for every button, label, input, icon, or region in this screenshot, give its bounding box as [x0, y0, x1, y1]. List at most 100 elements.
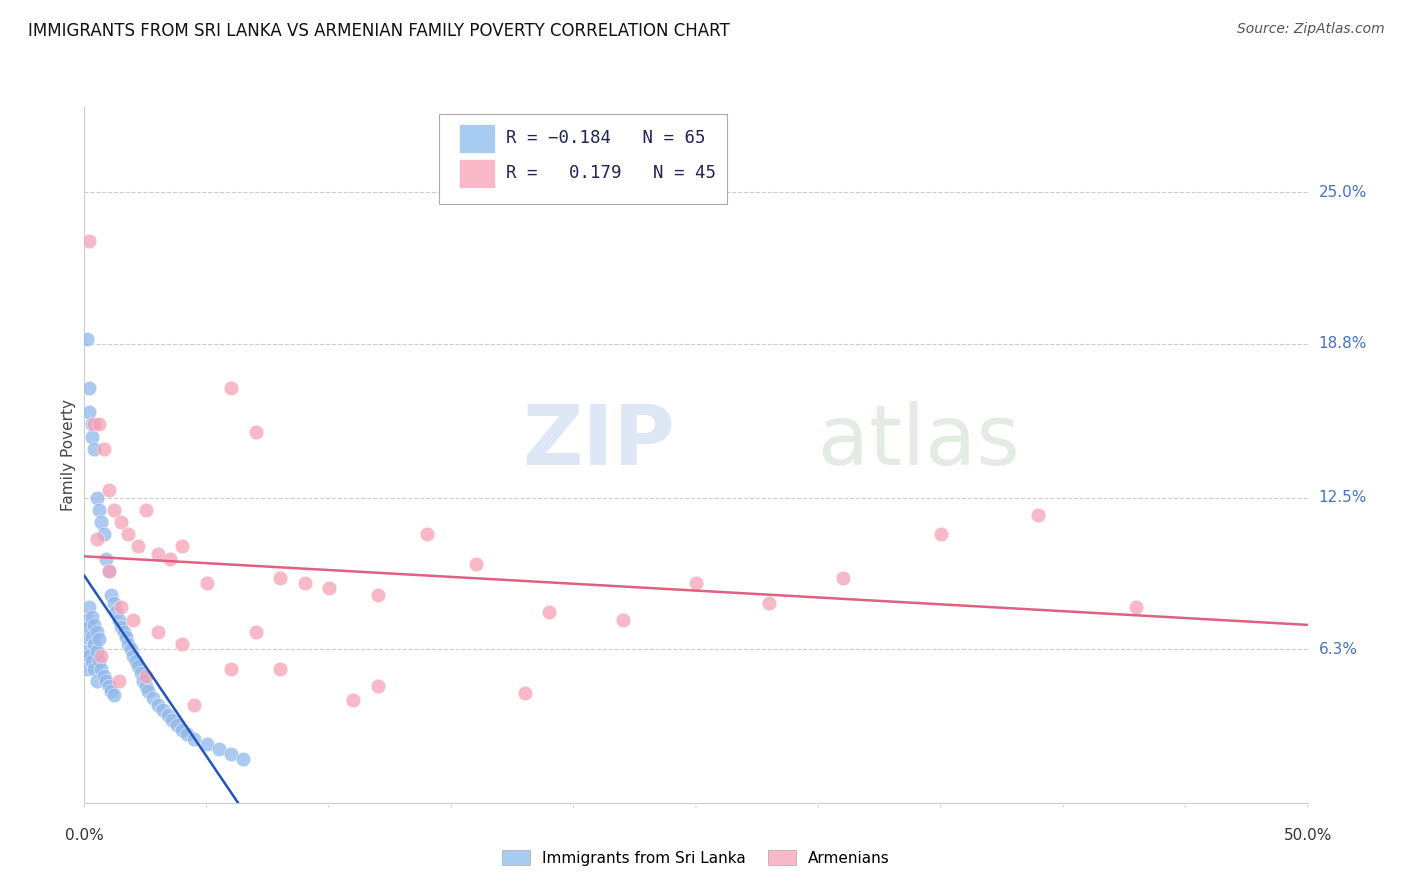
Point — [318, 581, 340, 595]
Point — [269, 571, 291, 585]
Point — [87, 503, 110, 517]
Point — [208, 742, 231, 756]
Point — [172, 723, 194, 737]
Point — [219, 661, 242, 675]
Y-axis label: Family Poverty: Family Poverty — [60, 399, 76, 511]
Text: 18.8%: 18.8% — [1319, 336, 1367, 351]
Point — [93, 527, 115, 541]
Point — [80, 630, 103, 644]
Point — [97, 679, 120, 693]
Point — [367, 679, 389, 693]
Point — [86, 644, 108, 658]
Point — [127, 540, 149, 554]
FancyBboxPatch shape — [439, 114, 727, 204]
Point — [127, 659, 149, 673]
Point — [93, 669, 115, 683]
Point — [612, 613, 634, 627]
Point — [245, 425, 267, 439]
Point — [87, 632, 110, 647]
Text: Source: ZipAtlas.com: Source: ZipAtlas.com — [1237, 22, 1385, 37]
Point — [110, 600, 132, 615]
Point — [232, 752, 254, 766]
Legend: Immigrants from Sri Lanka, Armenians: Immigrants from Sri Lanka, Armenians — [496, 844, 896, 871]
Text: 25.0%: 25.0% — [1319, 185, 1367, 200]
Point — [176, 727, 198, 741]
Point — [172, 637, 194, 651]
Point — [156, 707, 179, 722]
Point — [76, 644, 98, 658]
Text: 6.3%: 6.3% — [1319, 641, 1358, 657]
Point — [77, 235, 100, 249]
Point — [105, 606, 128, 620]
Text: atlas: atlas — [818, 401, 1019, 482]
Point — [76, 332, 98, 346]
Point — [77, 620, 100, 634]
Point — [86, 491, 108, 505]
Point — [146, 624, 169, 639]
Text: 12.5%: 12.5% — [1319, 490, 1367, 505]
Point — [342, 693, 364, 707]
Point — [97, 564, 120, 578]
Point — [103, 503, 125, 517]
Point — [166, 717, 188, 731]
Point — [112, 624, 135, 639]
Point — [83, 661, 105, 675]
Point — [80, 429, 103, 443]
Point — [100, 588, 122, 602]
Point — [77, 600, 100, 615]
Point — [80, 654, 103, 668]
Point — [103, 689, 125, 703]
Point — [120, 642, 142, 657]
Point — [135, 679, 157, 693]
Point — [159, 551, 181, 566]
Point — [183, 732, 205, 747]
Point — [929, 527, 952, 541]
Point — [100, 683, 122, 698]
Point — [219, 381, 242, 395]
Point — [136, 683, 159, 698]
Point — [90, 649, 112, 664]
Point — [245, 624, 267, 639]
Text: R = −0.184   N = 65: R = −0.184 N = 65 — [506, 129, 706, 147]
Point — [96, 551, 118, 566]
Point — [269, 661, 291, 675]
Point — [1125, 600, 1147, 615]
Point — [86, 532, 108, 546]
Text: IMMIGRANTS FROM SRI LANKA VS ARMENIAN FAMILY POVERTY CORRELATION CHART: IMMIGRANTS FROM SRI LANKA VS ARMENIAN FA… — [28, 22, 730, 40]
Point — [86, 624, 108, 639]
Point — [90, 661, 112, 675]
Point — [1028, 508, 1050, 522]
Point — [195, 576, 218, 591]
Point — [96, 673, 118, 688]
Point — [146, 547, 169, 561]
Point — [76, 661, 98, 675]
Point — [294, 576, 316, 591]
Point — [117, 527, 139, 541]
Point — [86, 673, 108, 688]
Point — [97, 483, 120, 498]
Point — [152, 703, 174, 717]
Point — [83, 417, 105, 432]
Point — [87, 417, 110, 432]
Point — [122, 649, 145, 664]
Point — [129, 666, 152, 681]
Point — [115, 630, 138, 644]
Point — [107, 613, 129, 627]
Point — [172, 540, 194, 554]
Point — [76, 630, 98, 644]
Point — [162, 713, 184, 727]
Point — [135, 669, 157, 683]
Point — [513, 686, 536, 700]
Point — [77, 405, 100, 419]
Point — [110, 515, 132, 529]
Point — [93, 442, 115, 456]
Point — [464, 557, 486, 571]
Point — [367, 588, 389, 602]
Point — [122, 613, 145, 627]
Point — [135, 503, 157, 517]
Point — [183, 698, 205, 713]
Point — [83, 442, 105, 456]
Point — [83, 637, 105, 651]
Point — [195, 737, 218, 751]
Point — [76, 613, 98, 627]
